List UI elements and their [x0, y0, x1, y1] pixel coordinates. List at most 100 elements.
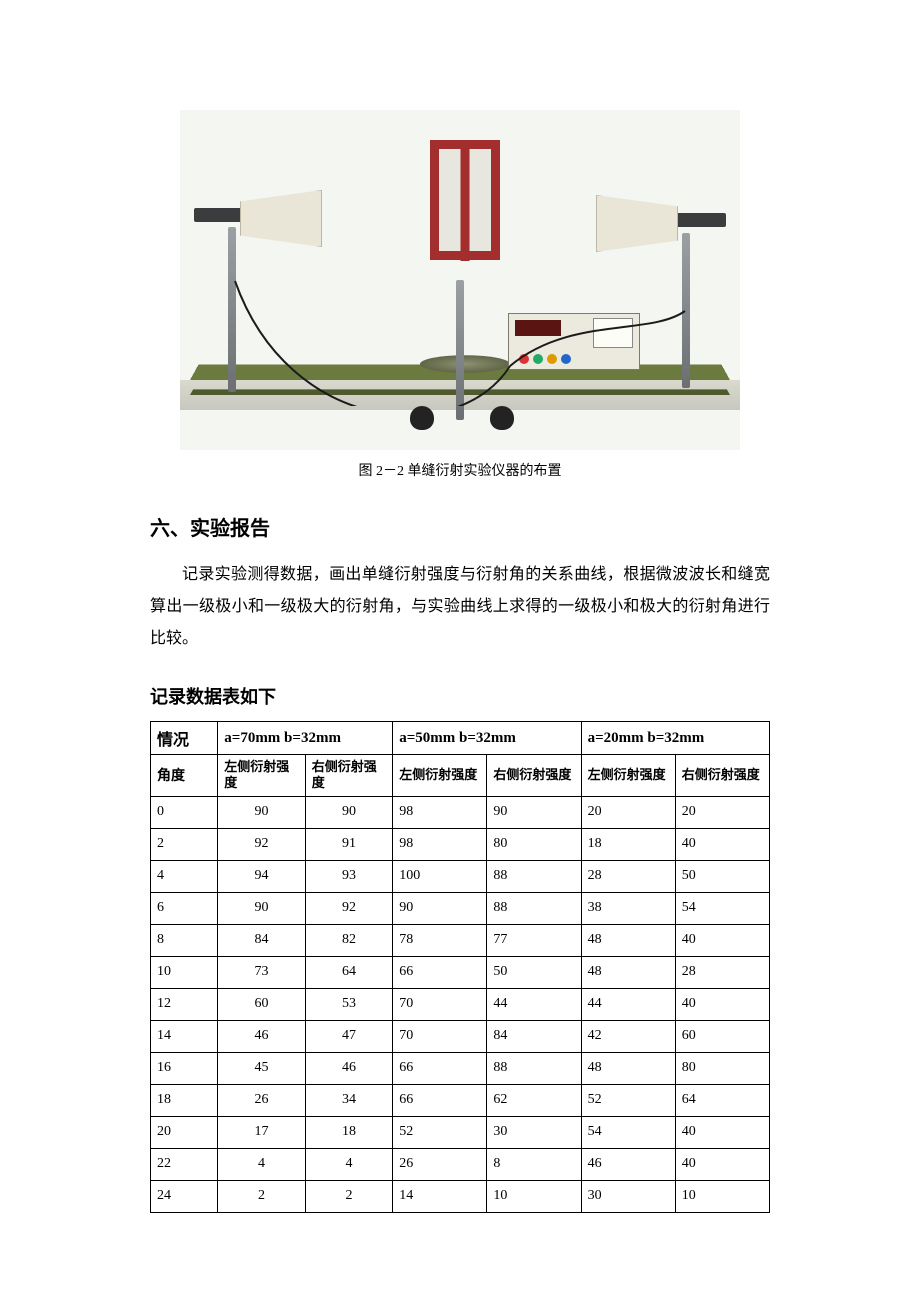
apparatus-illustration: [180, 110, 740, 450]
angle-header: 角度: [151, 755, 218, 797]
data-cell: 46: [218, 1020, 305, 1052]
data-cell: 54: [581, 1116, 675, 1148]
angle-cell: 4: [151, 860, 218, 892]
data-cell: 28: [581, 860, 675, 892]
data-cell: 53: [305, 988, 392, 1020]
data-cell: 78: [393, 924, 487, 956]
figure-caption: 图 2－2 单缝衍射实验仪器的布置: [150, 460, 770, 480]
data-cell: 88: [487, 860, 581, 892]
data-cell: 45: [218, 1052, 305, 1084]
data-cell: 8: [487, 1148, 581, 1180]
col-a20-right: 右侧衍射强度: [675, 755, 769, 797]
data-cell: 17: [218, 1116, 305, 1148]
group-header-a70: a=70mm b=32mm: [218, 722, 393, 755]
col-a20-left: 左侧衍射强度: [581, 755, 675, 797]
data-cell: 40: [675, 1116, 769, 1148]
table-row: 16454666884880: [151, 1052, 770, 1084]
col-a70-left: 左侧衍射强度: [218, 755, 305, 797]
angle-cell: 22: [151, 1148, 218, 1180]
data-cell: 2: [218, 1180, 305, 1212]
data-cell: 50: [487, 956, 581, 988]
table-row: 2929198801840: [151, 828, 770, 860]
data-cell: 88: [487, 1052, 581, 1084]
angle-cell: 20: [151, 1116, 218, 1148]
data-cell: 80: [675, 1052, 769, 1084]
data-cell: 70: [393, 988, 487, 1020]
table-group-row: 情况 a=70mm b=32mm a=50mm b=32mm a=20mm b=…: [151, 722, 770, 755]
data-cell: 40: [675, 988, 769, 1020]
data-cell: 26: [393, 1148, 487, 1180]
data-cell: 84: [218, 924, 305, 956]
data-cell: 70: [393, 1020, 487, 1052]
data-cell: 30: [487, 1116, 581, 1148]
table-subheader-row: 角度 左侧衍射强度 右侧衍射强度 左侧衍射强度 右侧衍射强度 左侧衍射强度 右侧…: [151, 755, 770, 797]
angle-cell: 14: [151, 1020, 218, 1052]
table-row: 20171852305440: [151, 1116, 770, 1148]
data-cell: 42: [581, 1020, 675, 1052]
data-cell: 44: [581, 988, 675, 1020]
data-cell: 90: [393, 892, 487, 924]
data-cell: 30: [581, 1180, 675, 1212]
group-header-a50: a=50mm b=32mm: [393, 722, 581, 755]
table-row: 49493100882850: [151, 860, 770, 892]
data-cell: 48: [581, 956, 675, 988]
table-heading: 记录数据表如下: [150, 683, 770, 709]
group-header-a20: a=20mm b=32mm: [581, 722, 769, 755]
data-cell: 28: [675, 956, 769, 988]
angle-cell: 16: [151, 1052, 218, 1084]
data-cell: 90: [218, 892, 305, 924]
figure-block: 图 2－2 单缝衍射实验仪器的布置: [150, 110, 770, 480]
data-cell: 18: [581, 828, 675, 860]
section-heading: 六、实验报告: [150, 512, 770, 541]
data-cell: 2: [305, 1180, 392, 1212]
angle-cell: 18: [151, 1084, 218, 1116]
meter-box-icon: [508, 313, 640, 370]
angle-cell: 2: [151, 828, 218, 860]
data-cell: 82: [305, 924, 392, 956]
col-a70-right: 右侧衍射强度: [305, 755, 392, 797]
table-row: 242214103010: [151, 1180, 770, 1212]
data-cell: 90: [305, 796, 392, 828]
angle-cell: 0: [151, 796, 218, 828]
data-cell: 98: [393, 828, 487, 860]
data-cell: 93: [305, 860, 392, 892]
data-cell: 48: [581, 1052, 675, 1084]
data-cell: 38: [581, 892, 675, 924]
angle-cell: 24: [151, 1180, 218, 1212]
data-cell: 60: [218, 988, 305, 1020]
document-page: 图 2－2 单缝衍射实验仪器的布置 六、实验报告 记录实验测得数据，画出单缝衍射…: [0, 0, 920, 1302]
diffraction-data-table: 情况 a=70mm b=32mm a=50mm b=32mm a=20mm b=…: [150, 721, 770, 1213]
table-body: 0909098902020292919880184049493100882850…: [151, 796, 770, 1212]
data-cell: 62: [487, 1084, 581, 1116]
data-cell: 40: [675, 924, 769, 956]
col-a50-left: 左侧衍射强度: [393, 755, 487, 797]
angle-cell: 10: [151, 956, 218, 988]
data-cell: 40: [675, 828, 769, 860]
data-cell: 90: [487, 796, 581, 828]
data-cell: 54: [675, 892, 769, 924]
data-cell: 84: [487, 1020, 581, 1052]
horn-right-icon: [596, 195, 678, 252]
table-row: 6909290883854: [151, 892, 770, 924]
table-row: 8848278774840: [151, 924, 770, 956]
data-cell: 34: [305, 1084, 392, 1116]
slit-frame-icon: [430, 140, 500, 260]
data-cell: 40: [675, 1148, 769, 1180]
data-cell: 46: [305, 1052, 392, 1084]
report-paragraph: 记录实验测得数据，画出单缝衍射强度与衍射角的关系曲线，根据微波波长和缝宽算出一级…: [150, 559, 770, 655]
data-cell: 92: [305, 892, 392, 924]
data-cell: 94: [218, 860, 305, 892]
angle-cell: 8: [151, 924, 218, 956]
data-cell: 100: [393, 860, 487, 892]
data-cell: 20: [675, 796, 769, 828]
data-cell: 80: [487, 828, 581, 860]
angle-cell: 6: [151, 892, 218, 924]
data-cell: 88: [487, 892, 581, 924]
data-cell: 14: [393, 1180, 487, 1212]
data-cell: 66: [393, 1084, 487, 1116]
col-a50-right: 右侧衍射强度: [487, 755, 581, 797]
table-row: 22442684640: [151, 1148, 770, 1180]
data-cell: 52: [393, 1116, 487, 1148]
data-cell: 10: [675, 1180, 769, 1212]
table-row: 18263466625264: [151, 1084, 770, 1116]
